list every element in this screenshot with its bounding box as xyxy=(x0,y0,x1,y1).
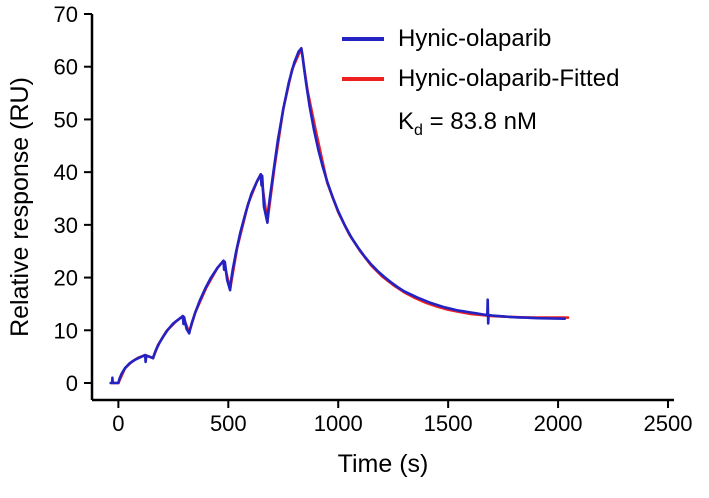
tick-label: 0 xyxy=(112,411,124,436)
plot-series xyxy=(109,46,570,385)
tick-label: 10 xyxy=(54,318,78,343)
tick-label: 2000 xyxy=(534,411,583,436)
tick-label: 60 xyxy=(54,55,78,80)
tick-label: 70 xyxy=(54,2,78,27)
blue-line-swatch xyxy=(342,37,384,41)
chart-legend: Hynic-olaparib Hynic-olaparib-Fitted Kd … xyxy=(342,24,619,140)
legend-label: Hynic-olaparib xyxy=(398,25,552,52)
plot-axes: 0 500 1000 1500 2000 2500 0 10 20 30 40 50 60 70 xyxy=(54,2,693,436)
tick-label: 1000 xyxy=(314,411,363,436)
legend-label: Hynic-olaparib-Fitted xyxy=(398,65,620,92)
legend-item-hynic-olaparib: Hynic-olaparib xyxy=(342,24,619,54)
x-axis-label: Time (s) xyxy=(338,450,429,478)
y-axis-label: Relative response (RU) xyxy=(6,77,34,337)
kd-base: K xyxy=(398,108,415,135)
tick-label: 500 xyxy=(210,411,247,436)
tick-label: 2500 xyxy=(644,411,693,436)
red-line-swatch xyxy=(342,77,384,81)
tick-label: 0 xyxy=(66,371,78,396)
tick-label: 40 xyxy=(54,160,78,185)
tick-label: 1500 xyxy=(424,411,473,436)
kd-value: = 83.8 nM xyxy=(422,108,537,135)
tick-label: 50 xyxy=(54,107,78,132)
kd-annotation: Kd = 83.8 nM xyxy=(398,108,619,140)
tick-label: 20 xyxy=(54,266,78,291)
kd-subscript: d xyxy=(414,121,423,139)
legend-item-hynic-olaparib-fitted: Hynic-olaparib-Fitted xyxy=(342,64,619,94)
series-line-hynic-olaparib xyxy=(109,46,567,385)
tick-label: 30 xyxy=(54,213,78,238)
